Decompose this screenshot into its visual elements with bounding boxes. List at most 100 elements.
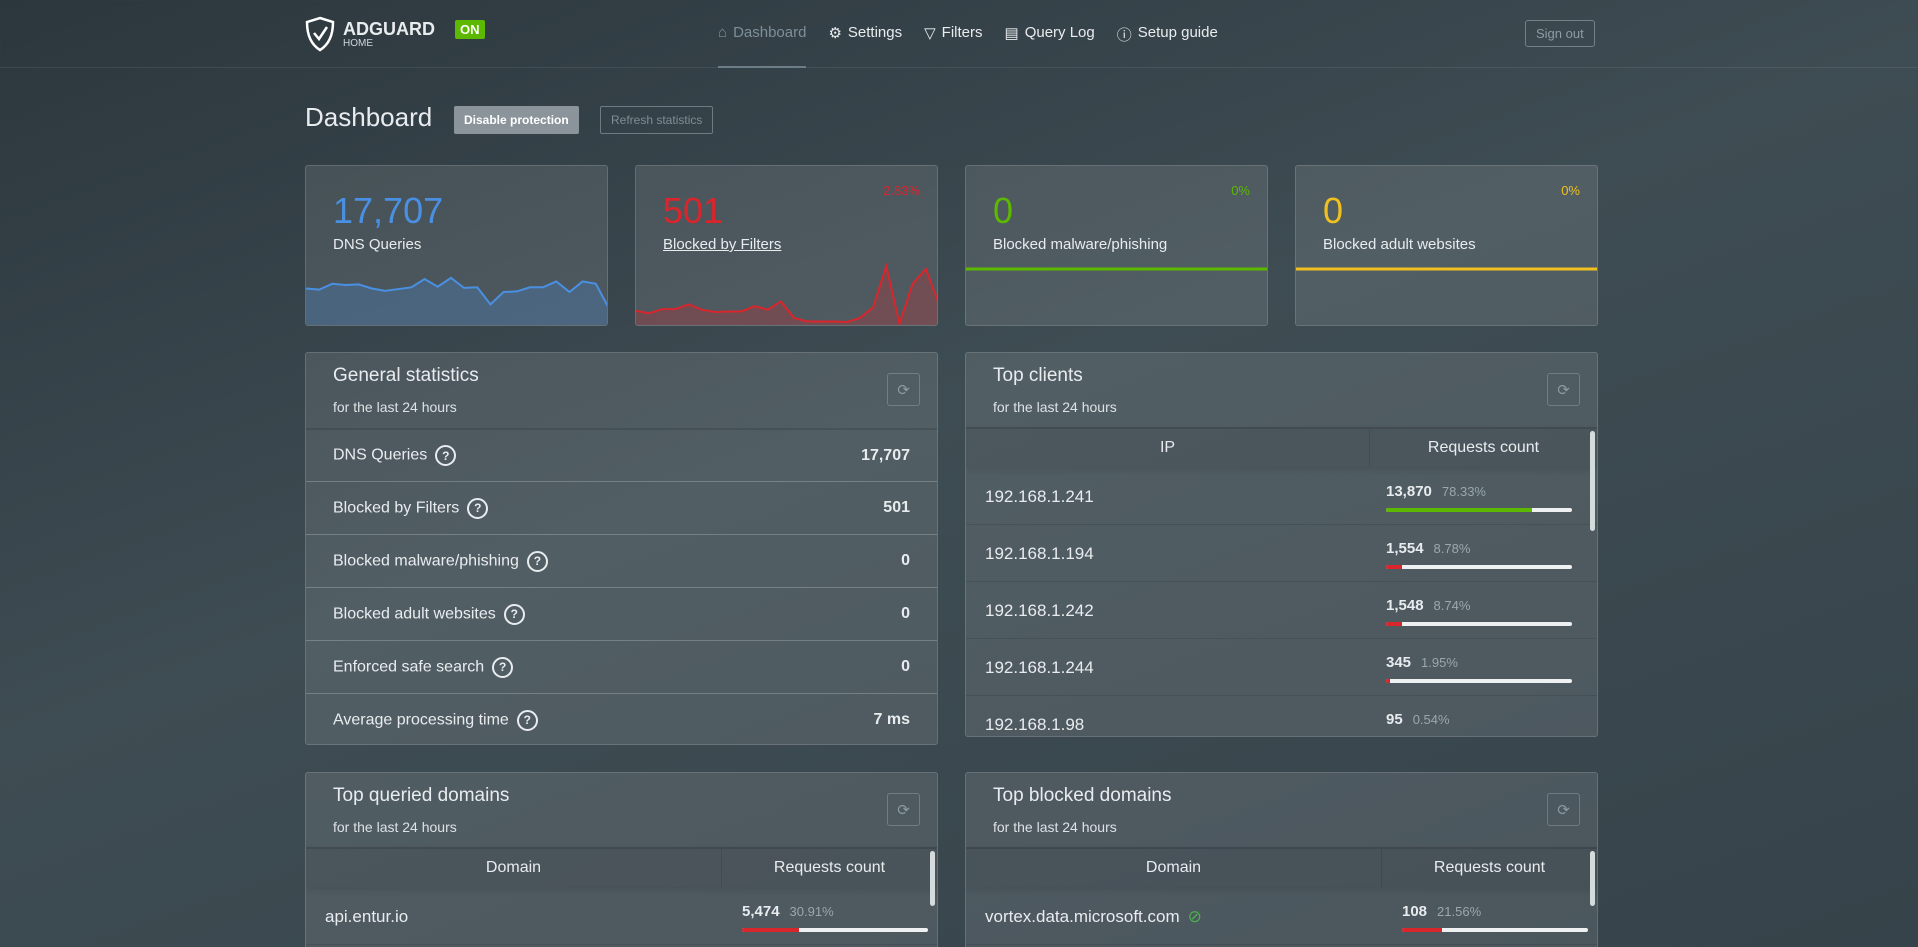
column-domain: Domain (966, 849, 1382, 887)
stat-value: 0 (993, 190, 1014, 231)
stat-row-value: 0 (901, 658, 910, 675)
nav-dashboard[interactable]: ⌂ Dashboard (718, 24, 807, 68)
scrollbar[interactable] (1590, 431, 1595, 531)
stat-row-label: DNS Queries (333, 446, 428, 464)
general-statistics-panel: General statistics for the last 24 hours … (305, 352, 938, 745)
sign-out-button[interactable]: Sign out (1525, 20, 1595, 47)
help-icon[interactable]: ? (492, 656, 514, 678)
stat-row-value: 0 (901, 552, 910, 569)
stat-row-value: 0 (901, 605, 910, 622)
table-row[interactable]: 192.168.1.241 13,870 78.33% (966, 469, 1597, 525)
stat-card: 17,707 DNS Queries (305, 165, 608, 326)
nav-query-log[interactable]: ▤ Query Log (1004, 24, 1095, 42)
help-icon[interactable]: ? (526, 550, 548, 572)
table-row[interactable]: 192.168.1.242 1,548 8.74% (966, 583, 1597, 639)
refresh-icon: ⟳ (897, 381, 910, 399)
stat-row-label: Blocked adult websites (333, 605, 496, 622)
column-requests-count: Requests count (1427, 439, 1540, 456)
help-icon[interactable]: ? (435, 445, 457, 466)
stat-row: Enforced safe search? 0 (306, 640, 937, 693)
column-requests-count: Requests count (1433, 859, 1546, 876)
row-ip: 192.168.1.194 (985, 543, 1094, 563)
table-row[interactable]: 192.168.1.194 1,554 8.78% (966, 526, 1597, 582)
stat-percent: 0% (1561, 183, 1580, 198)
refresh-button[interactable]: ⟳ (887, 373, 920, 406)
scrollbar[interactable] (930, 851, 935, 906)
help-icon[interactable]: ? (467, 497, 489, 519)
progress-bar (1386, 679, 1572, 683)
stat-row: Blocked adult websites? 0 (306, 587, 937, 640)
panel-title: Top queried domains (333, 785, 510, 806)
nav-filters[interactable]: ▽ Filters (924, 24, 983, 42)
stat-row-label: Average processing time (333, 711, 509, 728)
request-count: 108 (1402, 903, 1428, 920)
refresh-statistics-button[interactable]: Refresh statistics (600, 106, 714, 134)
stat-label: Blocked adult websites (1323, 236, 1476, 253)
stat-row-value: 7 ms (873, 711, 910, 728)
stat-row: Blocked malware/phishing? 0 (306, 534, 937, 587)
progress-fill (1386, 565, 1403, 569)
request-percent: 0.54% (1412, 712, 1450, 727)
request-count: 5,474 (742, 903, 780, 920)
request-count: 13,870 (1386, 483, 1432, 500)
stat-percent: 2.83% (883, 183, 920, 198)
sparkline-chart (636, 263, 937, 325)
table-row[interactable]: 192.168.1.98 95 0.54% (966, 697, 1597, 737)
progress-fill (1386, 736, 1387, 737)
logo[interactable]: ADGUARD HOME ON (305, 16, 485, 52)
stat-row: DNS Queries? 17,707 (306, 428, 937, 481)
stat-card: 501 Blocked by Filters 2.83% (635, 165, 938, 326)
row-ip: 192.168.1.241 (985, 486, 1094, 506)
stat-row-label: Blocked by Filters (333, 499, 460, 516)
sparkline-chart (1296, 267, 1597, 271)
help-icon: ⓘ (1116, 27, 1132, 44)
table-header: Domain Requests count (966, 847, 1597, 887)
request-percent: 78.33% (1441, 484, 1486, 499)
progress-fill (1386, 508, 1532, 512)
nav-settings[interactable]: ⚙ Settings (828, 24, 903, 42)
progress-bar (742, 928, 928, 932)
progress-bar (1386, 736, 1572, 737)
stat-label: DNS Queries (333, 236, 422, 253)
refresh-icon: ⟳ (1557, 381, 1570, 399)
panel-title: General statistics (333, 365, 479, 386)
help-icon[interactable]: ? (503, 603, 525, 625)
stat-label[interactable]: Blocked by Filters (663, 236, 782, 253)
panel-subtitle: for the last 24 hours (993, 399, 1117, 415)
filter-icon: ▽ (924, 25, 936, 42)
table-row[interactable]: vortex.data.microsoft.com ⊘ 108 21.56% (966, 889, 1597, 945)
progress-fill (1386, 679, 1390, 683)
panel-title: Top clients (993, 365, 1083, 386)
request-percent: 8.74% (1433, 598, 1471, 613)
nav-setup-guide[interactable]: ⓘ Setup guide (1116, 24, 1218, 44)
top-header: ADGUARD HOME ON ⌂ Dashboard ⚙ Settings ▽ Fil… (0, 0, 1918, 68)
row-ip: 192.168.1.244 (985, 657, 1094, 677)
refresh-button[interactable]: ⟳ (1547, 793, 1580, 826)
progress-bar (1386, 508, 1572, 512)
table-header: Domain Requests count (306, 847, 937, 887)
stat-row-value: 501 (883, 499, 910, 516)
refresh-button[interactable]: ⟳ (887, 793, 920, 826)
refresh-icon: ⟳ (897, 801, 910, 819)
eye-slash-icon[interactable]: ⊘ (1187, 906, 1202, 926)
gear-icon: ⚙ (828, 25, 842, 42)
help-icon[interactable]: ? (516, 709, 538, 731)
brand-name: ADGUARD (343, 18, 435, 39)
stat-row: Blocked by Filters? 501 (306, 481, 937, 534)
scrollbar[interactable] (1590, 851, 1595, 906)
protection-status-badge: ON (455, 19, 485, 39)
table-row[interactable]: api.entur.io 5,474 30.91% (306, 889, 937, 945)
refresh-button[interactable]: ⟳ (1547, 373, 1580, 406)
brand-sub: HOME (343, 37, 373, 49)
row-domain: api.entur.io (325, 906, 409, 926)
stat-value: 501 (663, 190, 724, 231)
document-icon: ▤ (1004, 25, 1019, 42)
table-row[interactable]: 192.168.1.244 345 1.95% (966, 640, 1597, 696)
disable-protection-button[interactable]: Disable protection (454, 106, 579, 134)
progress-fill (742, 928, 800, 932)
request-percent: 8.78% (1433, 541, 1471, 556)
sparkline-chart (306, 276, 607, 325)
progress-fill (1386, 622, 1403, 626)
shield-logo-icon (305, 16, 335, 52)
stat-percent: 0% (1231, 183, 1250, 198)
